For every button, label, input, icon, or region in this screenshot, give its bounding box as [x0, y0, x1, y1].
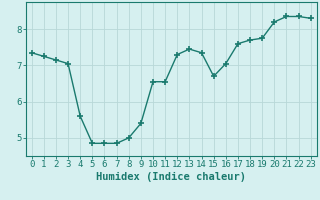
- X-axis label: Humidex (Indice chaleur): Humidex (Indice chaleur): [96, 172, 246, 182]
